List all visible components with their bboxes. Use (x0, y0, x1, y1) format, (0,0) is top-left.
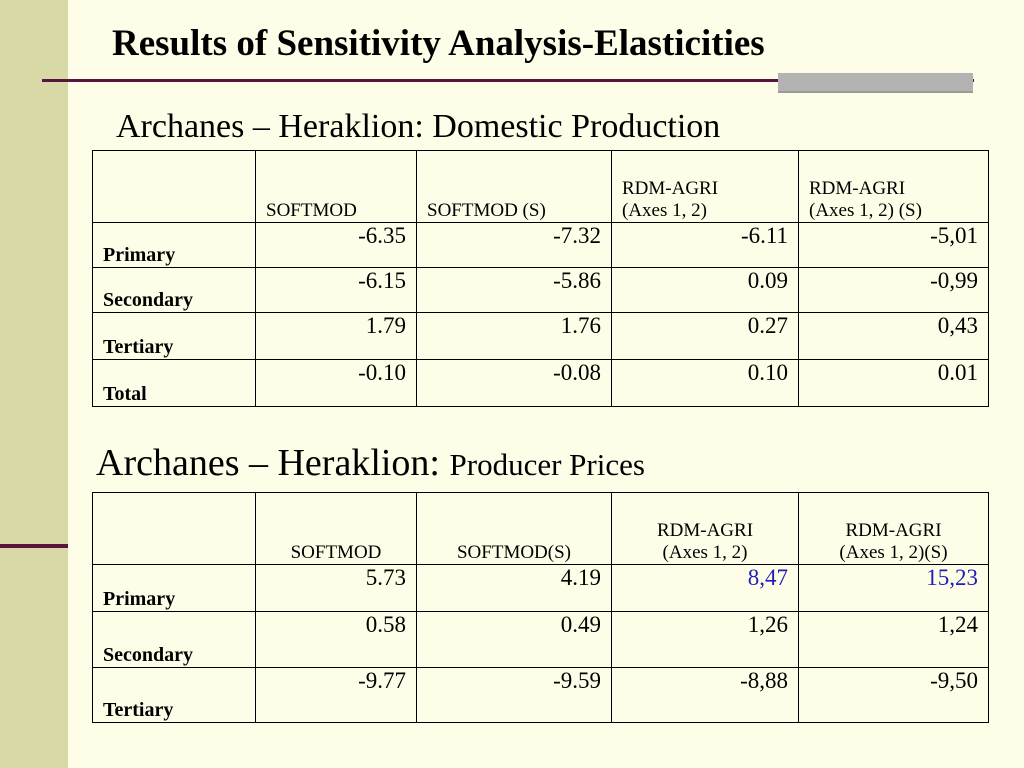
header-cell-rdm-agri: RDM-AGRI (Axes 1, 2) (611, 492, 799, 565)
header-cell-softmod: SOFTMOD (255, 150, 417, 223)
table-row: Tertiary -9.77 -9.59 -8,88 -9,50 (92, 667, 989, 723)
table-cell-highlighted: 15,23 (798, 564, 989, 612)
domestic-production-table: SOFTMOD SOFTMOD (S) RDM-AGRI (Axes 1, 2)… (92, 150, 989, 407)
decorative-gray-bar (778, 73, 973, 91)
table-cell: -0.08 (416, 359, 612, 407)
table-cell: -5,01 (798, 222, 989, 268)
header-cell-rdm-agri: RDM-AGRI (Axes 1, 2) (611, 150, 799, 223)
table-cell: -6.15 (255, 267, 417, 313)
table-cell: 0.49 (416, 611, 612, 668)
header-cell-empty (92, 492, 256, 565)
table-cell: -9.77 (255, 667, 417, 723)
header-cell-rdm-agri-s: RDM-AGRI (Axes 1, 2) (S) (798, 150, 989, 223)
table-row: Total -0.10 -0.08 0.10 0.01 (92, 359, 989, 407)
table-row: Secondary 0.58 0.49 1,26 1,24 (92, 611, 989, 668)
row-label-secondary: Secondary (92, 611, 256, 668)
table-row: Tertiary 1.79 1.76 0.27 0,43 (92, 312, 989, 360)
table-header-row: SOFTMOD SOFTMOD(S) RDM-AGRI (Axes 1, 2) … (92, 492, 989, 565)
title-underline-rule (42, 79, 974, 82)
row-label-primary: Primary (92, 222, 256, 268)
row-label-tertiary: Tertiary (92, 312, 256, 360)
table-cell: -8,88 (611, 667, 799, 723)
table-cell: -0.10 (255, 359, 417, 407)
decorative-gray-bar-shadow (778, 91, 973, 93)
table-cell: 1,24 (798, 611, 989, 668)
table-row: Primary -6.35 -7.32 -6.11 -5,01 (92, 222, 989, 268)
row-label-primary: Primary (92, 564, 256, 612)
header-cell-rdm-agri-s: RDM-AGRI (Axes 1, 2)(S) (798, 492, 989, 565)
table-cell: 0.01 (798, 359, 989, 407)
table-cell: 0.09 (611, 267, 799, 313)
section-title-main: Archanes – Heraklion: (96, 442, 450, 484)
section-title-sub: Producer Prices (449, 447, 645, 482)
slide-title: Results of Sensitivity Analysis-Elastici… (112, 23, 765, 64)
table-cell: -9,50 (798, 667, 989, 723)
table-cell: -6.35 (255, 222, 417, 268)
table-cell: 1,26 (611, 611, 799, 668)
table-cell: 0.58 (255, 611, 417, 668)
table-cell: 0.10 (611, 359, 799, 407)
table-cell: -9.59 (416, 667, 612, 723)
table-cell: 1.76 (416, 312, 612, 360)
section-title-domestic-production: Archanes – Heraklion: Domestic Productio… (116, 108, 721, 145)
table-cell: 5.73 (255, 564, 417, 612)
row-label-total: Total (92, 359, 256, 407)
table-cell: -7.32 (416, 222, 612, 268)
table-cell: 0.27 (611, 312, 799, 360)
header-cell-softmod: SOFTMOD (255, 492, 417, 565)
row-label-tertiary: Tertiary (92, 667, 256, 723)
table-header-row: SOFTMOD SOFTMOD (S) RDM-AGRI (Axes 1, 2)… (92, 150, 989, 223)
table-row: Secondary -6.15 -5.86 0.09 -0,99 (92, 267, 989, 313)
left-decorative-band (0, 0, 68, 768)
table-cell: 1.79 (255, 312, 417, 360)
table-cell: 4.19 (416, 564, 612, 612)
section-title-producer-prices: Archanes – Heraklion: Producer Prices (96, 441, 645, 485)
header-cell-empty (92, 150, 256, 223)
table-cell: -5.86 (416, 267, 612, 313)
table-cell-highlighted: 8,47 (611, 564, 799, 612)
table-cell: -0,99 (798, 267, 989, 313)
header-cell-softmod-s: SOFTMOD (S) (416, 150, 612, 223)
table-cell: -6.11 (611, 222, 799, 268)
table-cell: 0,43 (798, 312, 989, 360)
producer-prices-table: SOFTMOD SOFTMOD(S) RDM-AGRI (Axes 1, 2) … (92, 492, 989, 723)
table-row: Primary 5.73 4.19 8,47 15,23 (92, 564, 989, 612)
header-cell-softmod-s: SOFTMOD(S) (416, 492, 612, 565)
left-band-rule (0, 544, 68, 548)
row-label-secondary: Secondary (92, 267, 256, 313)
